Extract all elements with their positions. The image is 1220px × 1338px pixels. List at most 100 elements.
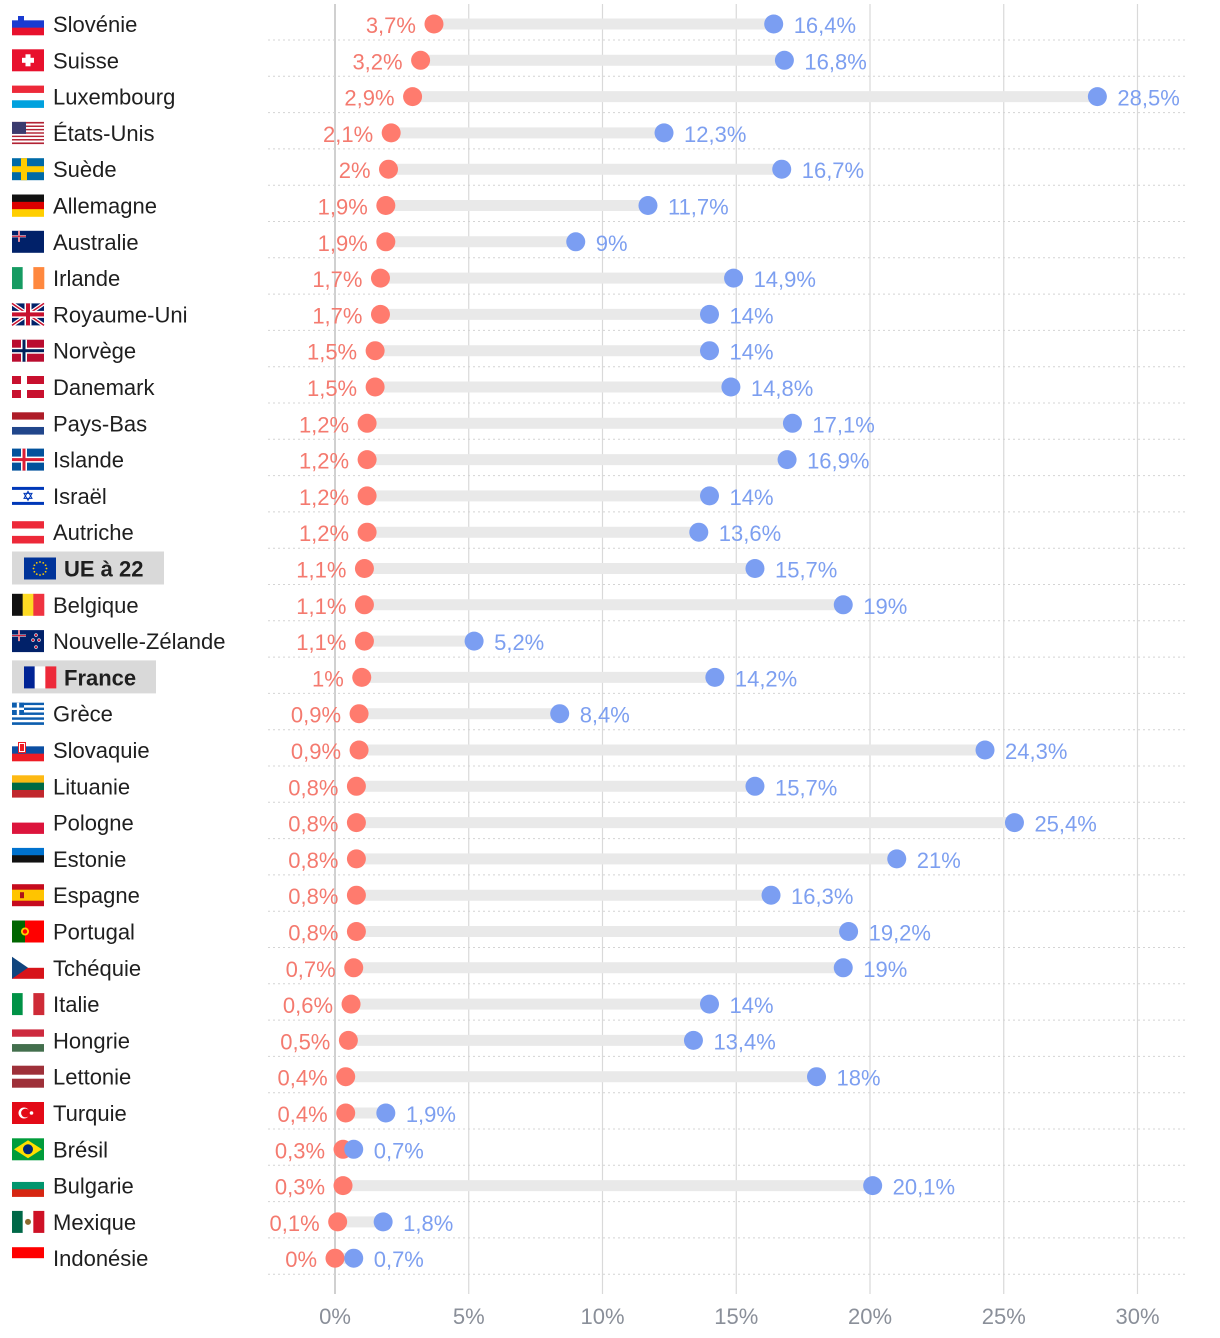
- chart-row: Grèce 0,9% 8,4%: [12, 702, 1188, 731]
- country-label: France: [64, 665, 136, 690]
- chart-row: Tchéquie 0,7% 19%: [12, 956, 1188, 985]
- high-value-label: 14,8%: [751, 376, 813, 401]
- high-value-dot: [566, 232, 586, 252]
- x-tick-label: 10%: [580, 1304, 624, 1329]
- high-value-label: 14%: [730, 485, 774, 510]
- high-value-dot: [839, 922, 859, 941]
- chart-row: Australie 1,9% 9%: [6, 5, 1188, 259]
- low-value-label: 0,4%: [278, 1102, 328, 1127]
- low-value-label: 1,9%: [318, 195, 368, 220]
- high-value-dot: [745, 776, 765, 796]
- country-label: États-Unis: [53, 121, 154, 146]
- flag-spain-icon: [12, 884, 44, 907]
- chart-row: Italie 0,6% 14%: [12, 992, 1188, 1021]
- low-value-label: 1,1%: [296, 594, 346, 619]
- flag-brazil-icon: [12, 1138, 44, 1161]
- high-value-label: 9%: [596, 231, 628, 256]
- country-label: Slovaquie: [53, 738, 150, 763]
- low-value-label: 2%: [339, 158, 371, 183]
- high-value-label: 18%: [837, 1066, 881, 1091]
- low-value-dot: [346, 849, 366, 869]
- high-value-label: 13,6%: [719, 521, 781, 546]
- chart-row: États-Unis 2,1% 12,3%: [12, 121, 1188, 150]
- chart-row: Belgique 1,1% 19%: [12, 593, 1188, 622]
- high-value-label: 14%: [730, 303, 774, 328]
- flag-czechia-icon: [12, 956, 44, 979]
- country-label: Luxembourg: [53, 85, 175, 110]
- high-value-label: 14,2%: [735, 666, 797, 691]
- x-tick-label: 15%: [714, 1304, 758, 1329]
- high-value-label: 19%: [863, 957, 907, 982]
- flag-turkey-icon: [12, 1102, 44, 1124]
- chart-row: Autriche 1,2% 13,6%: [12, 520, 1188, 549]
- chart-row: Irlande 1,7% 14,9%: [12, 266, 1188, 295]
- country-label: Allemagne: [53, 194, 157, 219]
- low-value-dot: [338, 1030, 358, 1050]
- country-label: Lituanie: [53, 774, 130, 799]
- high-value-dot: [774, 50, 794, 70]
- low-value-dot: [357, 486, 377, 506]
- low-value-label: 1,9%: [318, 231, 368, 256]
- flag-portugal-icon: [12, 920, 44, 943]
- low-value-label: 1,1%: [296, 630, 346, 655]
- flag-luxembourg-icon: [12, 85, 44, 108]
- flag-iceland-icon: [12, 448, 44, 471]
- low-value-dot: [365, 377, 385, 397]
- country-label: Indonésie: [53, 1246, 148, 1271]
- flag-australia-icon: [6, 5, 44, 253]
- flag-austria-icon: [12, 521, 44, 544]
- low-value-dot: [357, 522, 377, 542]
- low-value-label: 0,9%: [291, 739, 341, 764]
- low-value-dot: [403, 87, 423, 107]
- low-value-dot: [365, 341, 385, 361]
- country-label: Brésil: [53, 1137, 108, 1162]
- country-label: Portugal: [53, 920, 135, 945]
- low-value-label: 1,1%: [296, 558, 346, 583]
- low-value-label: 0,7%: [286, 957, 336, 982]
- flag-israel-icon: [12, 484, 44, 507]
- chart-row: Allemagne 1,9% 11,7%: [12, 194, 1188, 222]
- high-value-dot: [807, 1067, 826, 1087]
- flag-latvia-icon: [12, 1065, 44, 1088]
- chart-row: Mexique 0,1% 1,8%: [12, 1210, 1188, 1239]
- high-value-dot: [700, 486, 719, 506]
- country-label: Lettonie: [53, 1065, 131, 1090]
- country-label: Hongrie: [53, 1028, 130, 1053]
- low-value-label: 1,2%: [299, 521, 349, 546]
- chart-row: Brésil 0,3% 0,7%: [12, 1137, 1188, 1166]
- high-value-label: 16,4%: [794, 13, 856, 38]
- chart-row: Slovaquie 0,9% 24,3%: [12, 738, 1188, 767]
- flag-germany-icon: [12, 194, 44, 217]
- flag-slovenia-icon: [12, 13, 44, 36]
- flag-hungary-icon: [12, 1029, 44, 1052]
- low-value-label: 0,3%: [275, 1175, 325, 1200]
- low-value-label: 1,2%: [299, 412, 349, 437]
- chart-row: France 1% 14,2%: [12, 660, 1188, 694]
- flag-indonesia-icon: [12, 1247, 44, 1270]
- low-value-label: 3,7%: [366, 13, 416, 38]
- chart-row: Slovénie 3,7% 16,4%: [12, 12, 1188, 41]
- flag-greece-icon: [12, 702, 44, 725]
- low-value-label: 1,2%: [299, 485, 349, 510]
- high-value-dot: [376, 1103, 396, 1123]
- high-value-dot: [975, 740, 995, 760]
- high-value-label: 1,9%: [406, 1102, 456, 1127]
- high-value-label: 15,7%: [775, 775, 837, 800]
- x-tick-label: 25%: [982, 1304, 1026, 1329]
- flag-usa-icon: [12, 121, 44, 145]
- high-value-dot: [373, 1212, 393, 1232]
- high-value-dot: [1004, 813, 1024, 833]
- flag-denmark-icon: [12, 376, 44, 398]
- low-value-dot: [370, 268, 390, 288]
- low-value-label: 1,5%: [307, 340, 357, 365]
- low-value-label: 2,9%: [344, 86, 394, 111]
- high-value-label: 21%: [917, 848, 961, 873]
- country-label: Tchéquie: [53, 956, 141, 981]
- low-value-label: 1%: [312, 666, 344, 691]
- low-value-dot: [336, 1067, 356, 1087]
- flag-france-icon: [24, 666, 57, 689]
- low-value-label: 0,5%: [280, 1029, 330, 1054]
- high-value-label: 5,2%: [494, 630, 544, 655]
- low-value-dot: [354, 559, 374, 578]
- x-axis: 0% 5% 10% 15% 20% 25% 30%: [319, 1304, 1159, 1329]
